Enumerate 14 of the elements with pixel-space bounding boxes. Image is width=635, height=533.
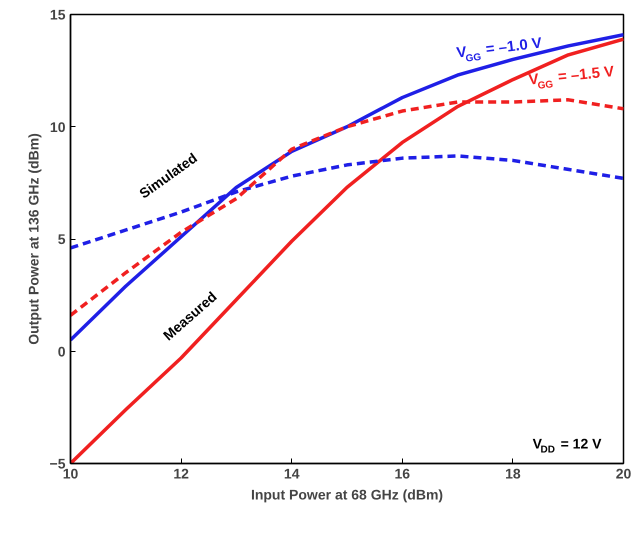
x-tick-label: 20 (616, 466, 632, 482)
y-tick-label: 0 (58, 343, 66, 360)
x-tick-label: 16 (394, 466, 410, 482)
line-series (70, 32, 624, 342)
text: VGG = –1.0 V (456, 34, 543, 65)
x-tick-label: 18 (505, 466, 521, 482)
y-tick-label: 15 (50, 6, 66, 22)
x-axis-title: Input Power at 68 GHz (dBm) (250, 486, 444, 502)
y-axis-title: Output Power at 136 GHz (dBm) (26, 133, 42, 345)
y-tick-label: 10 (50, 118, 66, 135)
text: VGG = –1.5 V (528, 63, 615, 92)
x-tick-label: 14 (284, 466, 300, 482)
x-tick-label: 12 (173, 466, 190, 482)
y-tick-label: 5 (58, 231, 66, 247)
